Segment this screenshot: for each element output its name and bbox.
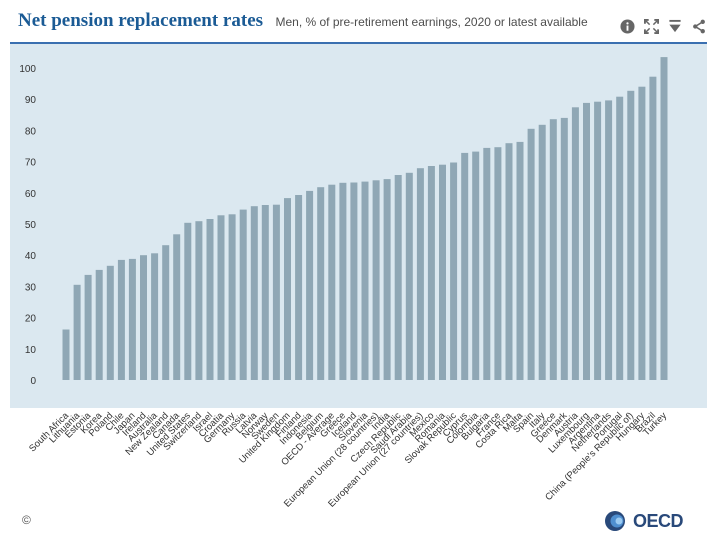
bar[interactable] — [106, 265, 114, 380]
bar[interactable] — [549, 119, 557, 380]
bar[interactable] — [295, 195, 303, 380]
bar[interactable] — [73, 284, 81, 380]
bar[interactable] — [583, 102, 590, 381]
x-axis: South AfricaLithuaniaEstoniaKoreaPolandC… — [27, 410, 669, 510]
bar[interactable] — [394, 175, 402, 380]
bar[interactable] — [173, 234, 181, 380]
bar[interactable] — [317, 187, 325, 380]
bar[interactable] — [350, 182, 358, 381]
bar[interactable] — [372, 180, 380, 380]
bar[interactable] — [328, 184, 336, 380]
bar[interactable] — [472, 151, 480, 380]
bar[interactable] — [217, 215, 225, 380]
bar[interactable] — [84, 274, 92, 380]
bar-chart: 0 10 20 30 40 50 60 70 80 90 100 South AfricaLithu… — [10, 44, 707, 510]
bar[interactable] — [361, 181, 369, 380]
bar[interactable] — [62, 329, 70, 381]
toolbar — [619, 18, 707, 34]
bar[interactable] — [483, 147, 491, 380]
bar[interactable] — [195, 221, 203, 380]
bar[interactable] — [339, 182, 347, 380]
bar[interactable] — [184, 222, 192, 380]
share-icon[interactable] — [691, 18, 707, 34]
bar[interactable] — [284, 198, 291, 380]
y-tick-label: 60 — [25, 189, 37, 200]
y-tick-label: 50 — [25, 220, 37, 231]
bar[interactable] — [416, 168, 424, 380]
plot-background — [10, 44, 707, 408]
bar[interactable] — [660, 57, 668, 380]
bar[interactable] — [228, 214, 236, 380]
bars — [62, 57, 668, 381]
bar[interactable] — [439, 164, 446, 380]
bar[interactable] — [427, 166, 435, 380]
bar[interactable] — [117, 259, 125, 380]
bar[interactable] — [516, 141, 524, 380]
bar[interactable] — [272, 204, 280, 380]
bar[interactable] — [638, 86, 646, 380]
bar[interactable] — [627, 90, 635, 381]
bar[interactable] — [605, 100, 613, 381]
bar[interactable] — [505, 143, 513, 380]
bar[interactable] — [306, 190, 314, 380]
bar[interactable] — [649, 76, 657, 380]
header-rule — [10, 42, 707, 44]
y-axis: 0 10 20 30 40 50 60 70 80 90 100 — [19, 64, 36, 387]
copyright-icon[interactable]: © — [22, 513, 31, 527]
bar[interactable] — [560, 117, 568, 381]
y-tick-label: 70 — [25, 158, 37, 169]
y-tick-label: 20 — [25, 314, 37, 325]
y-tick-label: 80 — [25, 126, 37, 137]
bar[interactable] — [383, 179, 391, 380]
bar[interactable] — [594, 101, 602, 380]
bar[interactable] — [571, 107, 579, 381]
chart-title: Net pension replacement rates — [18, 10, 264, 31]
bar[interactable] — [405, 172, 413, 380]
oecd-logo-text: OECD — [633, 510, 684, 531]
y-tick-label: 10 — [25, 345, 37, 356]
bar[interactable] — [95, 269, 103, 380]
y-tick-label: 30 — [25, 282, 37, 293]
bar[interactable] — [461, 152, 469, 380]
y-tick-label: 40 — [25, 251, 37, 262]
bar[interactable] — [538, 124, 546, 380]
bar[interactable] — [250, 206, 258, 380]
info-icon[interactable] — [619, 18, 635, 34]
oecd-logo-icon — [605, 511, 625, 531]
expand-icon[interactable] — [643, 18, 659, 34]
bar[interactable] — [261, 205, 269, 380]
bar[interactable] — [140, 255, 147, 380]
bar[interactable] — [162, 245, 170, 380]
chart-header: Net pension replacement rates Men, % of … — [18, 10, 618, 38]
y-tick-label: 0 — [30, 376, 36, 387]
oecd-logo[interactable]: OECD — [604, 510, 684, 532]
bar[interactable] — [494, 147, 502, 380]
bar[interactable] — [206, 219, 214, 380]
chart-subtitle: Men, % of pre-retirement earnings, 2020 … — [275, 15, 588, 29]
bar[interactable] — [450, 162, 458, 381]
y-tick-label: 100 — [19, 64, 36, 75]
bar[interactable] — [128, 258, 136, 380]
bar[interactable] — [527, 128, 535, 380]
bar[interactable] — [616, 96, 624, 380]
download-icon[interactable] — [667, 18, 683, 34]
bar[interactable] — [239, 209, 247, 380]
bar[interactable] — [151, 253, 159, 380]
y-tick-label: 90 — [25, 95, 37, 106]
